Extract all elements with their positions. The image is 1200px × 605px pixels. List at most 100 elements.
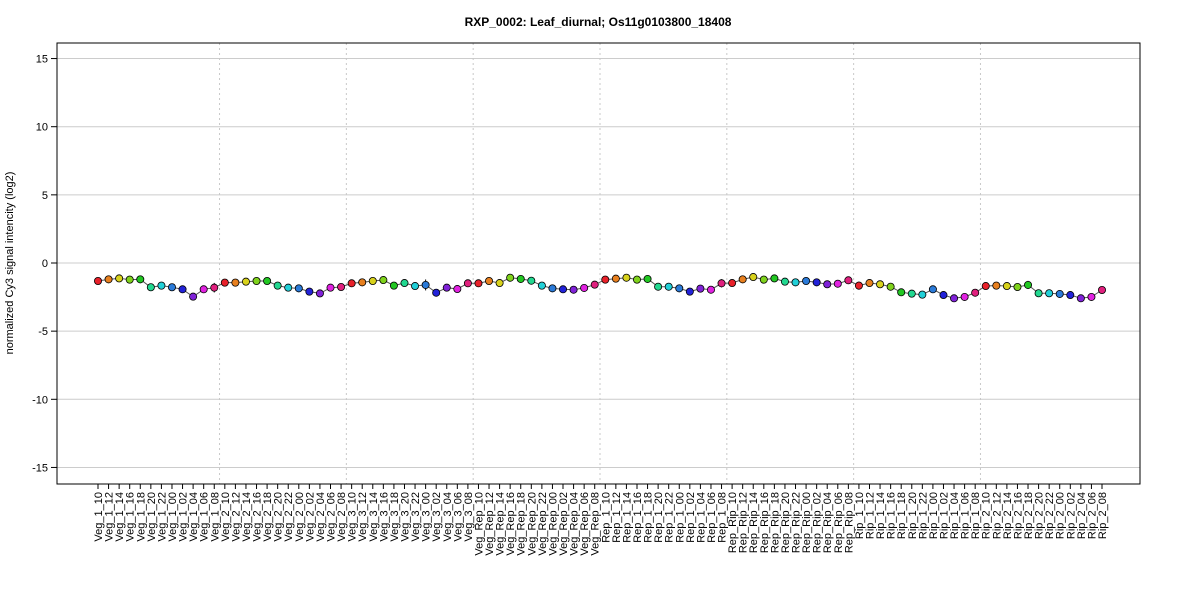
data-point (960, 292, 969, 301)
data-point (854, 281, 863, 290)
x-tick-label: Veg_Rep_00 (547, 492, 559, 556)
x-tick-label: Rip_1_16 (886, 492, 898, 539)
data-point (918, 290, 927, 299)
data-point (897, 288, 906, 297)
data-point (368, 276, 377, 285)
x-tick-label: Rep_1_18 (643, 492, 655, 543)
x-tick-label: Veg_1_04 (188, 492, 200, 542)
data-point (210, 283, 219, 292)
data-point (1034, 289, 1043, 298)
data-point (347, 279, 356, 288)
data-point (389, 281, 398, 290)
x-tick-label: Rep_Rip_22 (791, 492, 803, 553)
data-point (632, 275, 641, 284)
x-tick-label: Veg_Rep_14 (495, 492, 507, 556)
data-series (94, 273, 1107, 303)
data-point (654, 282, 663, 291)
data-point (1076, 294, 1085, 303)
data-point (611, 274, 620, 283)
data-point (675, 284, 684, 293)
x-tick-label: Veg_Rep_16 (505, 492, 517, 556)
x-tick-label: Veg_3_06 (452, 492, 464, 542)
x-tick-label: Rep_Rip_18 (769, 492, 781, 553)
data-point (125, 275, 134, 284)
x-tick-label: Veg_3_02 (431, 492, 443, 542)
x-tick-label: Rep_Rip_08 (843, 492, 855, 553)
data-point (876, 280, 885, 289)
data-point (802, 276, 811, 285)
x-tick-label: Veg_2_02 (304, 492, 316, 542)
x-tick-label: Rep_1_02 (685, 492, 697, 543)
plot-frame (56, 42, 1141, 485)
data-point (643, 274, 652, 283)
data-point (178, 285, 187, 294)
x-tick-label: Veg_2_04 (315, 492, 327, 542)
data-point (252, 276, 261, 285)
x-tick-label: Rep_1_10 (600, 492, 612, 543)
x-tick-label: Rip_2_18 (1023, 492, 1035, 539)
x-tick-label: Rip_2_12 (991, 492, 1003, 539)
x-tick-label: Veg_Rep_02 (558, 492, 570, 556)
data-point (601, 275, 610, 284)
data-point (157, 281, 166, 290)
data-point (411, 282, 420, 291)
data-point (199, 285, 208, 294)
x-tick-label: Veg_1_18 (135, 492, 147, 542)
x-tick-label: Rip_2_22 (1044, 492, 1056, 539)
x-tick-label: Veg_2_22 (283, 492, 295, 542)
data-point (791, 278, 800, 287)
data-point (337, 282, 346, 291)
chart-title: RXP_0002: Leaf_diurnal; Os11g0103800_184… (465, 15, 732, 29)
x-tick-label: Veg_2_06 (326, 492, 338, 542)
data-point (189, 292, 198, 301)
x-tick-label: Rep_1_04 (695, 492, 707, 543)
data-point (326, 283, 335, 292)
x-tick-label: Rip_2_16 (1012, 492, 1024, 539)
y-tick-label: -5 (38, 326, 48, 338)
data-point (770, 274, 779, 283)
data-point (812, 278, 821, 287)
x-tick-label: Rip_2_14 (1002, 492, 1014, 539)
data-point (421, 280, 430, 289)
x-tick-label: Veg_Rep_20 (526, 492, 538, 556)
x-tick-label: Rip_2_02 (1065, 492, 1077, 539)
x-tick-label: Rip_1_14 (875, 492, 887, 539)
x-tick-label: Rep_Rip_04 (822, 492, 834, 553)
x-tick-label: Rep_Rip_00 (801, 492, 813, 553)
y-tick-label: 15 (36, 54, 48, 66)
data-point (495, 279, 504, 288)
x-tick-label: Veg_3_12 (357, 492, 369, 542)
data-point (928, 285, 937, 294)
x-tick-label: Veg_Rep_12 (484, 492, 496, 556)
data-point (1098, 285, 1107, 294)
x-tick-label: Rip_2_06 (1086, 492, 1098, 539)
data-point (284, 283, 293, 292)
data-point (759, 275, 768, 284)
data-point (548, 284, 557, 293)
data-point (379, 276, 388, 285)
data-point (527, 276, 536, 285)
x-tick-label: Veg_3_18 (389, 492, 401, 542)
x-tick-label: Veg_1_08 (209, 492, 221, 542)
data-point (886, 282, 895, 291)
data-point (220, 278, 229, 287)
data-point (358, 278, 367, 287)
x-tick-label: Veg_Rep_22 (537, 492, 549, 556)
x-tick-label: Rep_Rip_02 (812, 492, 824, 553)
x-tick-label: Veg_2_20 (273, 492, 285, 542)
x-tick-label: Rep_1_14 (621, 492, 633, 543)
data-point (1055, 289, 1064, 298)
data-point (780, 277, 789, 286)
data-point (485, 276, 494, 285)
x-tick-label: Veg_3_04 (442, 492, 454, 542)
data-point (844, 276, 853, 285)
x-tick-label: Veg_3_22 (410, 492, 422, 542)
x-tick-label: Rip_1_12 (864, 492, 876, 539)
y-tick-label: 0 (42, 258, 48, 270)
x-tick-label: Rip_1_18 (896, 492, 908, 539)
data-point (950, 294, 959, 303)
x-tick-label: Veg_Rep_08 (590, 492, 602, 556)
data-point (146, 283, 155, 292)
grid (57, 43, 1140, 484)
y-tick-label: -15 (32, 462, 48, 474)
